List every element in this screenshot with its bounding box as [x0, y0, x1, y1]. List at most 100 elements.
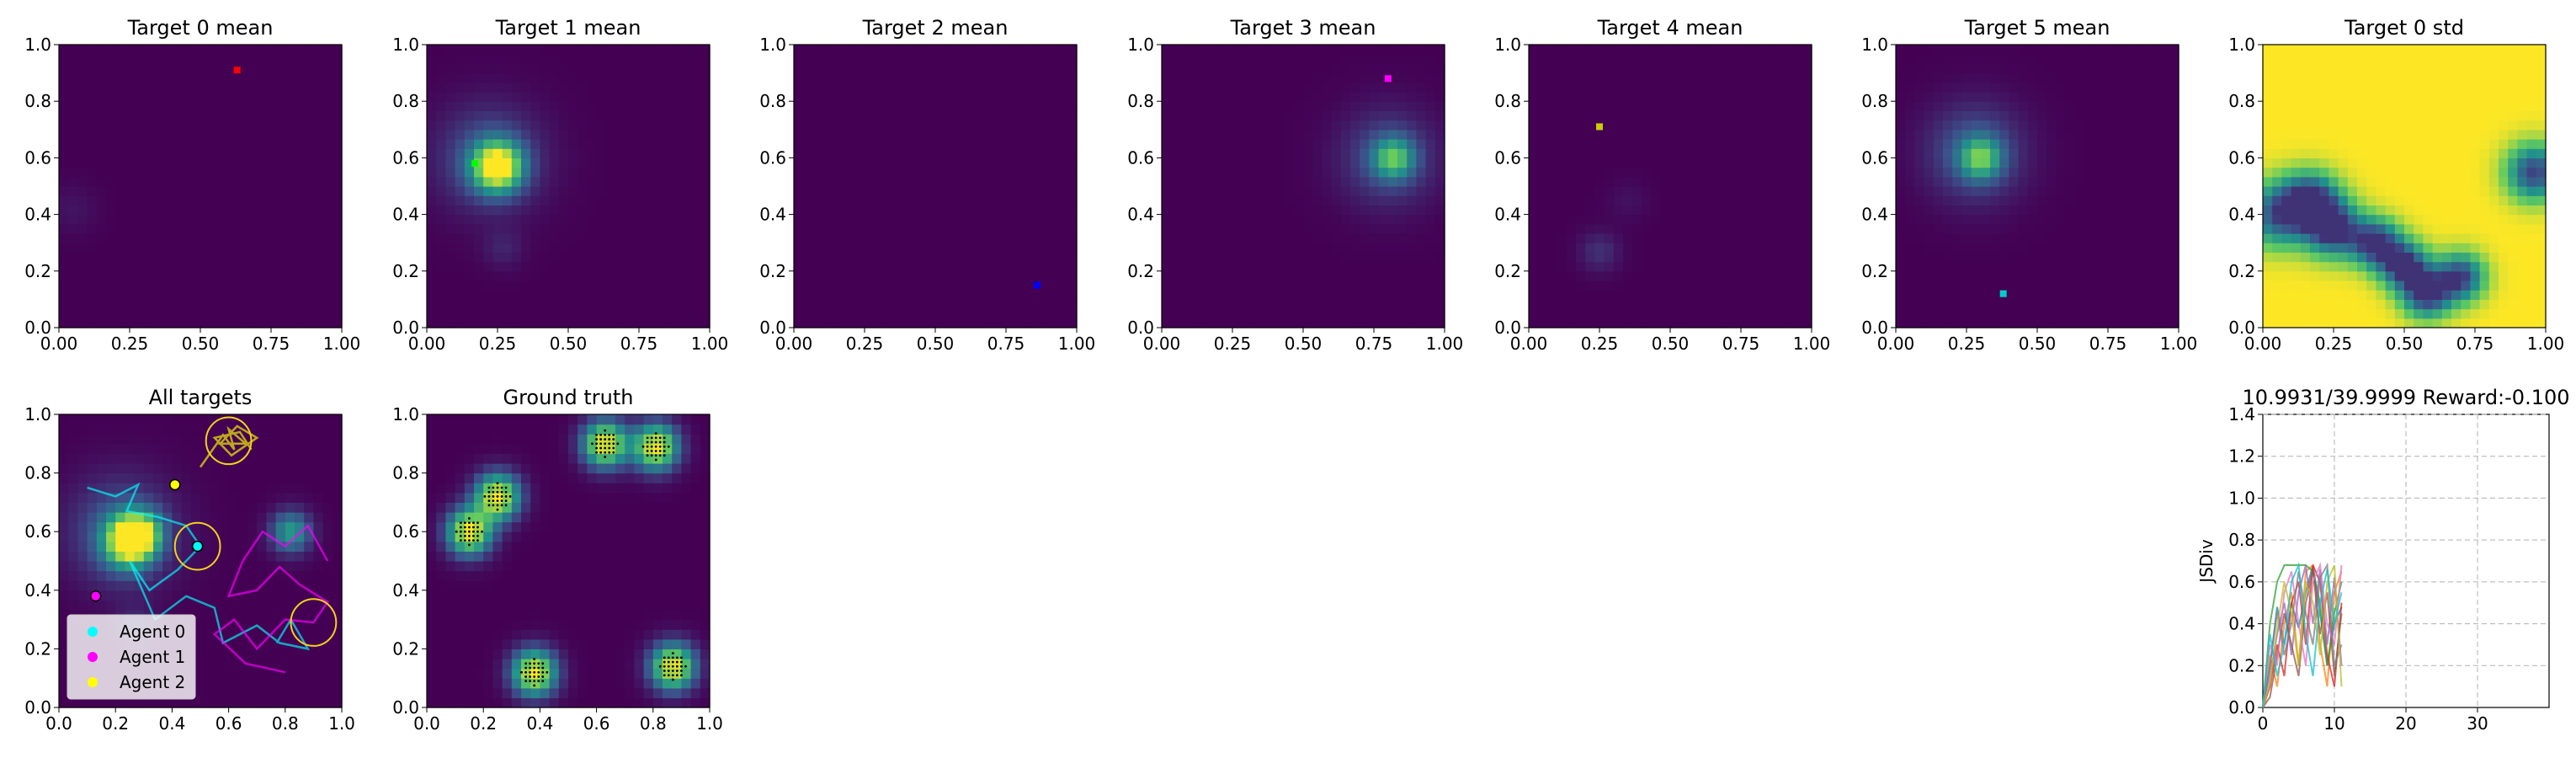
heatmap-cell: [1340, 318, 1351, 328]
heatmap-cell: [888, 92, 898, 102]
heatmap-cell: [219, 101, 230, 111]
heatmap-cell: [1322, 214, 1333, 225]
heatmap-cell: [690, 214, 701, 225]
heatmap-cell: [455, 72, 466, 83]
heatmap-cell: [1171, 82, 1181, 93]
heatmap-cell: [1218, 167, 1228, 178]
heatmap-cell: [1717, 101, 1727, 111]
heatmap-cell: [1764, 308, 1775, 319]
heatmap-cell: [2169, 318, 2179, 328]
heatmap-cell: [812, 54, 823, 64]
heatmap-cell: [1227, 92, 1238, 102]
heatmap-cell: [972, 205, 983, 216]
heatmap-cell: [916, 243, 927, 253]
heatmap-cell: [2009, 280, 2020, 291]
heatmap-cell: [1246, 92, 1257, 102]
heatmap-cell: [1632, 45, 1642, 55]
heatmap-cell: [285, 45, 295, 55]
heatmap-cell: [615, 308, 625, 319]
heatmap-cell: [605, 120, 616, 131]
heatmap-cell: [322, 101, 333, 111]
heatmap-cell: [812, 157, 823, 168]
heatmap-cell: [275, 176, 286, 187]
heatmap-cell: [1237, 157, 1248, 168]
heatmap-cell: [1010, 290, 1021, 300]
heatmap-cell: [1727, 233, 1737, 243]
heatmap-cell: [1698, 139, 1709, 149]
heatmap-cell: [445, 299, 456, 310]
heatmap-cell: [794, 45, 804, 55]
heatmap-cell: [445, 186, 456, 196]
heatmap-cell: [332, 129, 343, 140]
heatmap-cell: [59, 63, 69, 74]
heatmap-cell: [1275, 243, 1285, 253]
heatmap-cell: [322, 195, 333, 206]
heatmap-cell: [1218, 308, 1228, 319]
heatmap-cell: [1407, 148, 1417, 158]
heatmap-cell: [1547, 252, 1558, 263]
heatmap-cell: [982, 233, 993, 243]
heatmap-cell: [59, 252, 69, 263]
heatmap-cell: [427, 148, 437, 158]
heatmap-cell: [1246, 110, 1257, 121]
heatmap-cell: [681, 176, 692, 187]
heatmap-cell: [143, 233, 154, 243]
heatmap-cell: [625, 167, 635, 178]
heatmap-cell: [530, 290, 540, 300]
heatmap-cell: [860, 129, 870, 140]
heatmap-cell: [1651, 110, 1662, 121]
heatmap-cell: [219, 139, 230, 149]
heatmap-cell: [1557, 290, 1567, 300]
heatmap-cell: [96, 157, 107, 168]
heatmap-cell: [125, 223, 136, 234]
heatmap-cell: [1698, 233, 1709, 243]
heatmap-cell: [521, 72, 531, 83]
heatmap-cell: [1162, 195, 1172, 206]
heatmap-cell: [427, 101, 437, 111]
heatmap-cell: [228, 101, 239, 111]
heatmap-cell: [803, 280, 813, 291]
heatmap-cell: [1209, 54, 1219, 64]
heatmap-cell: [2150, 280, 2161, 291]
heatmap-cell: [869, 186, 880, 196]
heatmap-cell: [822, 308, 833, 319]
heatmap-cell: [464, 280, 475, 291]
heatmap-cell: [502, 176, 513, 187]
heatmap-cell: [427, 110, 437, 121]
heatmap-cell: [652, 92, 663, 102]
heatmap-cell: [1010, 186, 1021, 196]
heatmap-cell: [247, 139, 258, 149]
heatmap-cell: [803, 120, 813, 131]
heatmap-cell: [663, 101, 673, 111]
heatmap-cell: [1057, 223, 1068, 234]
heatmap-cell: [1048, 92, 1059, 102]
heatmap-cell: [143, 167, 154, 178]
heatmap-cell: [850, 318, 860, 328]
heatmap-cell: [1792, 270, 1803, 281]
heatmap-cell: [831, 186, 842, 196]
heatmap-cell: [935, 92, 945, 102]
heatmap-cell: [812, 101, 823, 111]
heatmap-cell: [313, 205, 324, 216]
heatmap-cell: [1256, 214, 1266, 225]
heatmap-cell: [935, 129, 945, 140]
heatmap-cell: [982, 290, 993, 300]
heatmap-cell: [794, 110, 804, 121]
heatmap-cell: [1802, 270, 1812, 281]
heatmap-cell: [483, 139, 493, 149]
heatmap-cell: [2094, 280, 2104, 291]
heatmap-cell: [860, 101, 870, 111]
heatmap-cell: [596, 120, 607, 131]
heatmap-cell: [615, 129, 625, 140]
heatmap-cell: [1613, 157, 1624, 168]
heatmap-cell: [295, 101, 305, 111]
heatmap-cell: [1642, 243, 1653, 253]
heatmap-cell: [162, 318, 173, 328]
heatmap-cell: [96, 233, 107, 243]
heatmap-cell: [483, 129, 493, 140]
heatmap-cell: [1594, 308, 1605, 319]
heatmap-cell: [1048, 82, 1059, 93]
heatmap-cell: [1387, 223, 1398, 234]
heatmap-cell: [634, 101, 645, 111]
heatmap-cell: [1010, 299, 1021, 310]
